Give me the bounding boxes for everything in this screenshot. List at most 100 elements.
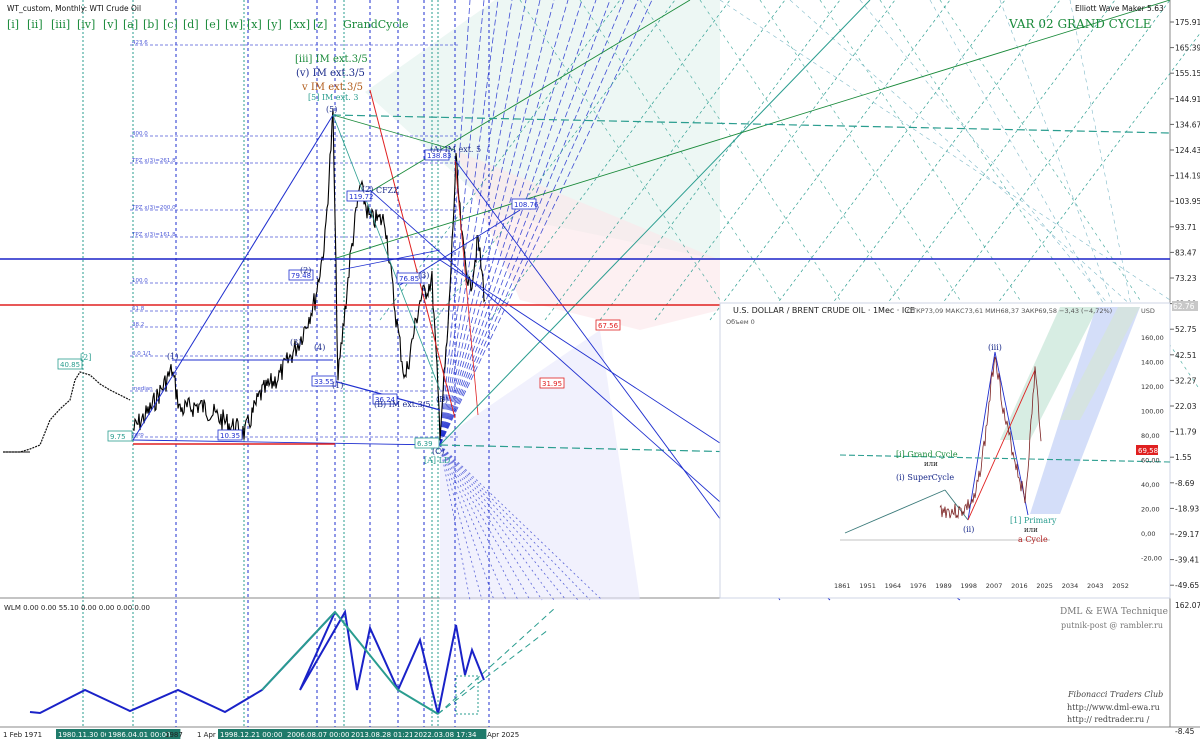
wave-label: (1)	[167, 352, 178, 361]
fan-ray	[439, 0, 611, 446]
price-axis: 175.91 165.39 155.15 144.91 134.67 124.43 114.…	[1170, 18, 1200, 736]
price-box	[346, 190, 372, 202]
fib-level-label: 300.0	[132, 131, 148, 137]
price-axis-label: 134.67	[1175, 120, 1200, 129]
channel-line	[332, 114, 456, 151]
wave-label: (A) IM ext. 5	[430, 145, 481, 154]
fib-level-label: 38.2	[132, 322, 144, 328]
fib-level-label: 423.6	[132, 40, 148, 46]
fan-ray-down	[439, 444, 471, 601]
fan-ray-down	[439, 444, 543, 601]
toolbar-tag[interactable]: [i]	[7, 18, 19, 31]
price-axis-label: 93.71	[1175, 223, 1197, 232]
fan-ray	[439, 0, 471, 446]
toolbar-tag[interactable]: [iv]	[77, 18, 95, 31]
toolbar-tag[interactable]: [e]	[205, 18, 220, 31]
wave-label: (C)	[432, 447, 444, 456]
inset-y-label: 140,00	[1141, 359, 1164, 367]
toolbar-tag[interactable]: [iii]	[51, 18, 70, 31]
inset-chart[interactable]: U.S. DOLLAR / BRENT CRUDE OIL · 1Мес · I…	[719, 302, 1171, 599]
green-grid-line	[544, 0, 786, 321]
inset-axes: 160,00 140,00 120,00 100,00 80,00 60,00 40,00 2…	[834, 334, 1164, 590]
toolbar-tag[interactable]: [d]	[183, 18, 199, 31]
fan-ray-down	[439, 444, 567, 601]
toolbar-tag[interactable]: [x]	[247, 18, 262, 31]
fan-ray	[439, 0, 625, 446]
price-box-label: 40.85	[60, 361, 80, 369]
fan-ray	[439, 0, 513, 446]
inset-x-label: 2025	[1036, 582, 1053, 590]
fan-lines	[365, 0, 1200, 601]
channel-line	[132, 114, 334, 441]
inset-y-label: 0,00	[1141, 530, 1155, 538]
time-axis-label: 2013.08.28 01:21	[351, 731, 413, 739]
wave-label: [2]	[80, 353, 91, 362]
toolbar-tag[interactable]: [w]	[225, 18, 243, 31]
inset-content	[839, 307, 1171, 541]
channel-line	[332, 114, 1171, 134]
green-grid-line	[709, 0, 951, 321]
price-box-label: 119.72	[349, 193, 374, 201]
inset-y-label: 80,00	[1141, 432, 1160, 440]
channel-line	[439, 0, 871, 446]
toolbar-tag[interactable]: [b]	[143, 18, 159, 31]
price-axis-label: -39.41	[1175, 556, 1199, 565]
toolbar-tag[interactable]: GrandCycle	[343, 18, 409, 31]
inset-y-label: 20,00	[1141, 506, 1160, 514]
wave-label: [A] LD	[424, 456, 450, 465]
time-axis-label: 1998.12.21 00:00	[220, 731, 282, 739]
toolbar-tag[interactable]: [a]	[123, 18, 138, 31]
indicator-name: Elliott Wave Maker 5.63	[1075, 4, 1164, 13]
toolbar-tag[interactable]: [ii]	[27, 18, 43, 31]
credit-url2: http:// redtrader.ru /	[1067, 715, 1150, 724]
fan-ray-down	[439, 444, 519, 601]
inset-label-iii: (iii)	[988, 343, 1002, 352]
green-grid-line	[764, 0, 1006, 321]
toolbar-tag[interactable]: [xx]	[289, 18, 310, 31]
toolbar-tag[interactable]: [c]	[163, 18, 178, 31]
channel-line	[454, 159, 479, 416]
price-tag: 62.76	[1173, 302, 1195, 311]
inset-wave-line	[844, 489, 946, 534]
price-box	[539, 377, 565, 389]
inset-label-or1: или	[924, 460, 938, 468]
time-axis-marker	[412, 729, 487, 739]
osc-axis-label: 162.07	[1175, 601, 1200, 610]
fib-level-label: zero	[132, 432, 144, 438]
channel-line	[329, 0, 1171, 261]
var-title: VAR 02 GRAND CYCLE	[1008, 17, 1151, 31]
price-axis-label: 83.47	[1175, 248, 1197, 257]
toolbar-tag[interactable]: [v]	[103, 18, 118, 31]
fan-ray	[439, 0, 485, 446]
inset-x-label: 1861	[834, 582, 851, 590]
price-box-label: 36.24	[375, 396, 396, 404]
wave-label: (B)	[436, 395, 448, 404]
price-axis-label: 73.23	[1175, 274, 1197, 283]
price-axis-label: -8.69	[1175, 479, 1195, 488]
wave-degree-toolbar[interactable]: [i] [ii] [iii] [iv] [v] [a] [b] [c] [d] [e] [w] [x]…	[7, 18, 409, 31]
credit-club: Fibonacci Traders Club	[1067, 690, 1163, 699]
cyan-grid-line	[719, 0, 1171, 301]
green-grid-line	[489, 0, 731, 321]
osc-title: WLM 0.00 0.00 55.10 0.00 0.00 0.00 0.00	[4, 604, 150, 612]
inset-ohlc: ОТКР73,09 МАКС73,61 МИН68,37 ЗАКР69,58 −…	[907, 307, 1112, 315]
price-box	[107, 430, 133, 442]
wave-labels: [iii] IM ext.3/5 (v) IM ext.3/5 v IM ext.3…	[80, 54, 481, 465]
price-box-label: 10.35	[220, 432, 240, 440]
time-axis-label: 2022.03.08 17:34	[414, 731, 477, 739]
osc-line	[29, 609, 485, 715]
price-box-label: 9.75	[110, 433, 126, 441]
channel-line	[369, 89, 456, 419]
green-grid-line	[939, 0, 1200, 391]
green-grid-line	[599, 0, 841, 321]
channel-line	[332, 114, 441, 391]
inset-red-line	[967, 369, 1036, 521]
toolbar-tag[interactable]: [y]	[267, 18, 282, 31]
inset-title: U.S. DOLLAR / BRENT CRUDE OIL · 1Мес · I…	[733, 306, 915, 315]
price-box	[424, 149, 450, 161]
price-axis-label: -18.93	[1175, 504, 1199, 513]
toolbar-tag[interactable]: [z]	[313, 18, 327, 31]
fan-ray	[439, 0, 583, 446]
green-grid-line	[874, 0, 1116, 321]
green-grid-line	[654, 0, 896, 321]
